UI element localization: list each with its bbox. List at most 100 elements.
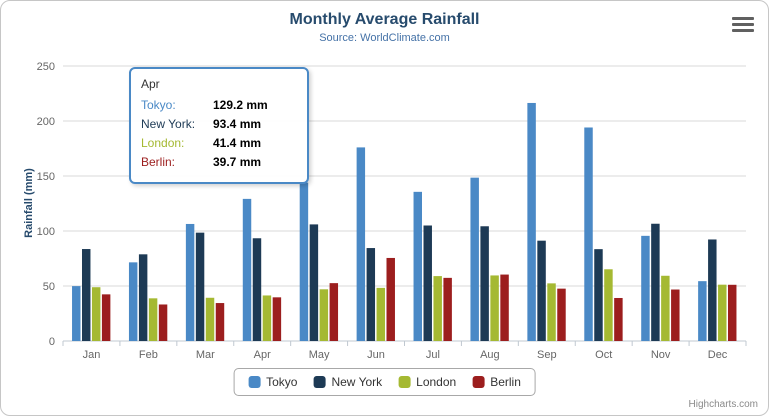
- bar-new-york[interactable]: [252, 238, 262, 341]
- bar-berlin[interactable]: [728, 284, 737, 341]
- bar-tokyo[interactable]: [698, 281, 707, 341]
- bar-berlin[interactable]: [272, 297, 282, 341]
- legend-marker: [398, 376, 411, 388]
- x-axis-label: Oct: [595, 349, 612, 361]
- bar-tokyo[interactable]: [413, 191, 422, 341]
- y-axis-title: Rainfall (mm): [23, 168, 35, 238]
- legend-marker: [248, 376, 261, 388]
- bar-london[interactable]: [490, 275, 499, 341]
- bar-berlin[interactable]: [158, 304, 168, 341]
- bar-berlin[interactable]: [557, 288, 566, 341]
- tooltip-series-label: Berlin:: [141, 155, 176, 169]
- bar-london[interactable]: [376, 287, 386, 341]
- bar-new-york[interactable]: [537, 240, 546, 341]
- bar-london[interactable]: [148, 298, 158, 341]
- bar-tokyo[interactable]: [641, 235, 650, 341]
- tooltip-series-value: 93.4 mm: [213, 117, 262, 131]
- bar-new-york[interactable]: [81, 249, 91, 341]
- tooltip-series-label: Tokyo:: [141, 98, 176, 112]
- bar-london[interactable]: [547, 283, 556, 341]
- x-axis-label: Sep: [537, 349, 557, 361]
- hamburger-icon: [732, 23, 754, 26]
- x-axis-label: Mar: [196, 349, 215, 361]
- bar-london[interactable]: [433, 276, 442, 341]
- bar-tokyo[interactable]: [299, 182, 309, 341]
- chart-title: Monthly Average Rainfall: [289, 11, 480, 28]
- hamburger-icon: [732, 29, 754, 32]
- y-axis-label: 0: [49, 336, 55, 348]
- hamburger-icon: [732, 17, 754, 20]
- bar-new-york[interactable]: [138, 254, 148, 341]
- tooltip-row: Berlin: 39.7 mm: [141, 155, 297, 169]
- legend-item-berlin[interactable]: Berlin: [472, 375, 521, 389]
- chart-subtitle: Source: WorldClimate.com: [319, 32, 450, 44]
- bar-berlin[interactable]: [386, 257, 395, 341]
- legend-item-new-york[interactable]: New York: [313, 375, 382, 389]
- bar-berlin[interactable]: [215, 303, 225, 341]
- x-axis-label: Jun: [367, 349, 385, 361]
- bar-tokyo[interactable]: [128, 262, 138, 341]
- tooltip-series-value: 39.7 mm: [213, 155, 262, 169]
- bar-london[interactable]: [604, 269, 613, 341]
- bar-berlin[interactable]: [500, 274, 509, 341]
- bar-tokyo[interactable]: [242, 198, 252, 341]
- y-axis-label: 250: [37, 61, 55, 73]
- x-axis-label: Apr: [254, 349, 271, 361]
- bar-london[interactable]: [205, 297, 215, 341]
- export-menu-button[interactable]: [732, 17, 754, 32]
- tooltip-row: Tokyo: 129.2 mm: [141, 98, 297, 112]
- bar-berlin[interactable]: [101, 294, 111, 341]
- bar-tokyo[interactable]: [356, 147, 366, 341]
- bar-tokyo[interactable]: [185, 223, 195, 341]
- bar-tokyo[interactable]: [470, 177, 479, 341]
- bar-london[interactable]: [718, 284, 727, 341]
- bar-berlin[interactable]: [329, 283, 339, 341]
- y-axis-label: 100: [37, 226, 55, 238]
- tooltip-rows: Tokyo: 129.2 mm New York: 93.4 mm London: 41.…: [141, 98, 297, 169]
- bar-new-york[interactable]: [594, 249, 603, 341]
- y-axis-label: 150: [37, 171, 55, 183]
- legend-label: London: [416, 375, 457, 389]
- bar-tokyo[interactable]: [527, 102, 536, 342]
- bar-london[interactable]: [91, 287, 101, 341]
- legend-marker: [472, 376, 485, 388]
- tooltip-series-value: 129.2 mm: [213, 98, 268, 112]
- bar-new-york[interactable]: [309, 224, 319, 341]
- tooltip-series-label: New York:: [141, 117, 196, 131]
- tooltip-series-value: 41.4 mm: [213, 136, 262, 150]
- legend-item-tokyo[interactable]: Tokyo: [248, 375, 297, 389]
- credits-link[interactable]: Highcharts.com: [688, 399, 758, 410]
- x-axis-label: Feb: [139, 349, 158, 361]
- legend-label: New York: [331, 375, 383, 389]
- y-axis-label: 200: [37, 116, 55, 128]
- x-axis-label: Dec: [708, 349, 728, 361]
- bar-tokyo[interactable]: [584, 127, 593, 342]
- tooltip-header: Apr: [141, 77, 160, 91]
- legend-marker: [313, 376, 326, 388]
- bar-london[interactable]: [661, 275, 670, 341]
- tooltip-row: London: 41.4 mm: [141, 136, 297, 150]
- tooltip: Apr Tokyo: 129.2 mm New York: 93.4 mm London…: [129, 67, 309, 184]
- bar-new-york[interactable]: [195, 232, 205, 341]
- bar-london[interactable]: [319, 289, 329, 341]
- y-axis-label: 50: [43, 281, 55, 293]
- tooltip-series-label: London:: [141, 136, 185, 150]
- bar-new-york[interactable]: [651, 223, 660, 341]
- legend-item-london[interactable]: London: [398, 375, 456, 389]
- x-axis-label: Nov: [651, 349, 671, 361]
- bar-berlin[interactable]: [671, 289, 680, 341]
- bar-london[interactable]: [262, 295, 272, 341]
- bar-new-york[interactable]: [480, 226, 489, 341]
- bar-tokyo[interactable]: [72, 286, 81, 341]
- bar-berlin[interactable]: [614, 297, 623, 341]
- x-axis-label: Jan: [83, 349, 101, 361]
- bar-new-york[interactable]: [366, 248, 376, 341]
- tooltip-row: New York: 93.4 mm: [141, 117, 297, 131]
- x-axis-label: May: [309, 349, 330, 361]
- legend-label: Tokyo: [266, 375, 298, 389]
- bar-berlin[interactable]: [443, 277, 452, 341]
- bar-new-york[interactable]: [708, 239, 717, 341]
- bar-new-york[interactable]: [423, 225, 432, 342]
